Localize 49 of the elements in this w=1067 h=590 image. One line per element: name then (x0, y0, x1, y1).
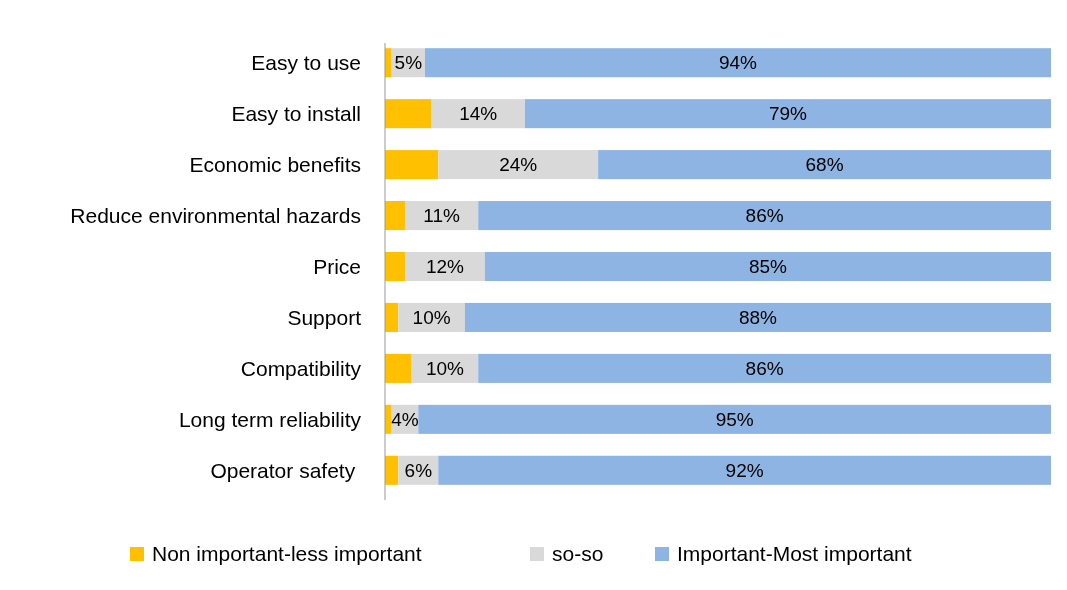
bar (478, 353, 1051, 383)
bar (598, 150, 1051, 180)
y-tick-label: Price (313, 254, 361, 278)
data-label: 94% (718, 52, 758, 74)
bar (385, 302, 399, 332)
y-tick-label: Economic benefits (189, 152, 361, 176)
data-label: 5% (394, 52, 423, 74)
bar (524, 99, 1051, 129)
legend-label: Important-Most important (677, 542, 912, 566)
bar (385, 48, 392, 78)
bar (385, 99, 432, 129)
y-tick-label: Compatibility (240, 356, 362, 380)
data-label: 11% (423, 205, 461, 227)
bar (418, 404, 1051, 434)
legend-label: so-so (552, 542, 604, 566)
bar (438, 150, 599, 180)
data-label: 10% (412, 307, 451, 329)
y-tick-label: Easy to use (251, 51, 361, 75)
data-label: 24% (499, 154, 538, 176)
y-tick-label: Reduce environmental hazards (70, 203, 361, 227)
data-label: 12% (425, 256, 465, 278)
bar (385, 353, 412, 383)
data-label: 4% (391, 408, 419, 430)
bar (424, 48, 1051, 78)
data-label: 79% (768, 103, 808, 125)
data-label: 88% (738, 307, 778, 329)
bar (484, 251, 1051, 282)
bar (385, 251, 405, 282)
y-tick-label: Easy to install (231, 102, 361, 126)
bar (431, 99, 525, 129)
y-tick-label: Operator safety (210, 458, 361, 482)
data-label: 86% (745, 205, 784, 227)
data-label: 68% (805, 154, 844, 176)
data-label: 10% (425, 358, 465, 380)
legend-label: Non important-less important (152, 542, 422, 566)
y-tick-label: Support (287, 305, 362, 329)
data-label: 86% (745, 358, 784, 380)
bar (385, 201, 405, 231)
data-label: 85% (748, 256, 788, 278)
data-label: 6% (404, 459, 433, 481)
bar (438, 455, 1051, 485)
bar (464, 302, 1051, 332)
data-label: 95% (715, 408, 754, 430)
bar (478, 201, 1051, 231)
data-label: 14% (459, 103, 498, 125)
bar (385, 150, 439, 180)
y-tick-label: Long term reliability (178, 407, 362, 431)
bar (385, 455, 399, 485)
data-label: 92% (725, 459, 764, 481)
